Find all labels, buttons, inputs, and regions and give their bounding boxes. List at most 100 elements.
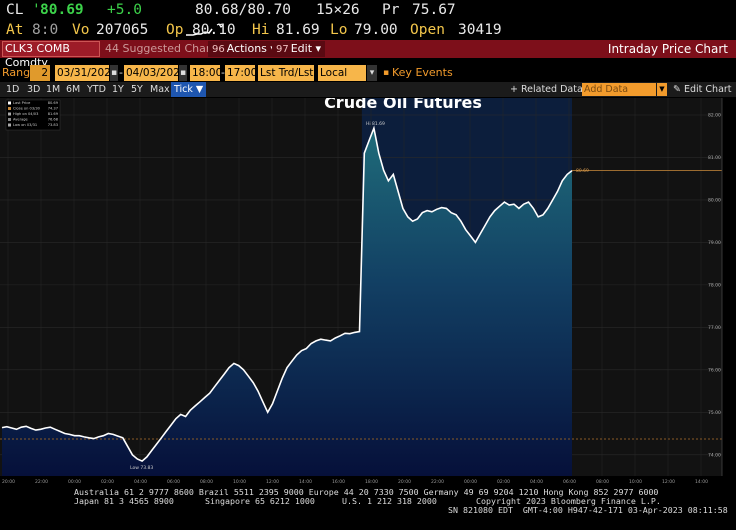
period-bar: 1D 3D 1M 6M YTD 1Y 5Y Max Tick ▼ + Relat… [0, 82, 736, 97]
quote-line-2: At 8:0 Vo 207065 Op 80.10 Hi 81.69 Lo 79… [0, 20, 736, 40]
period-max[interactable]: Max [150, 84, 170, 95]
y-tick-label: 81.00 [708, 155, 721, 161]
x-tick-label: 20:00 [398, 479, 411, 485]
legend-entry: High on 04/03 [13, 112, 38, 116]
x-tick-label: 04:00 [530, 479, 543, 485]
calendar-icon[interactable]: ▪ [179, 65, 187, 81]
x-tick-label: 02:00 [101, 479, 114, 485]
x-tick-label: 20:00 [2, 479, 15, 485]
footer-japan: Japan 81 3 4565 8900 [74, 496, 174, 506]
chevron-down-icon[interactable]: ▼ [657, 83, 667, 96]
footer-contacts: Australia 61 2 9777 8600 Brazil 5511 239… [74, 487, 659, 497]
y-tick-label: 76.00 [708, 367, 721, 373]
high-annotation: Hi 81.69 [366, 121, 385, 127]
x-tick-label: 04:00 [134, 479, 147, 485]
legend-value: 76.68 [48, 118, 59, 122]
period-ytd[interactable]: YTD [87, 84, 106, 95]
actions-label: Actions [226, 42, 267, 55]
start-date-input[interactable]: 03/31/2023 [55, 65, 118, 81]
range-bar: Range 2 03/31/2023 ▪ - 04/03/2023 ▪ 18:0… [2, 65, 453, 95]
price-change: +5.0 [107, 2, 142, 18]
y-tick-label: 77.00 [708, 325, 721, 331]
low-label: Lo [330, 22, 348, 38]
ticker-field[interactable]: CLK3 COMB Comdty [2, 41, 100, 69]
x-tick-label: 08:00 [596, 479, 609, 485]
high-label: Hi [252, 22, 270, 38]
edit-number: 97 [276, 44, 289, 55]
x-tick-label: 06:00 [167, 479, 180, 485]
period-1y[interactable]: 1Y [112, 84, 124, 95]
range-count-input[interactable]: 2 [30, 65, 50, 81]
high-price: 81.69 [276, 22, 320, 38]
x-tick-label: 22:00 [431, 479, 444, 485]
footer-session: SN 821080 EDT GMT-4:00 H947-42-171 03-Ap… [448, 505, 728, 515]
y-tick-label: 79.00 [708, 240, 721, 246]
last-price-annotation: 80.69 [576, 168, 589, 174]
suggested-charts-button[interactable]: 44 Suggested Charts [105, 40, 220, 58]
legend-swatch [8, 107, 11, 110]
legend-entry: Close on 03/30 [13, 107, 41, 111]
chevron-down-icon[interactable]: ▾ [367, 65, 377, 81]
suggested-label: Suggested Charts [122, 42, 221, 55]
price-area [2, 128, 572, 476]
open-label-short: Op [166, 22, 184, 38]
key-events-toggle[interactable]: Key Events [392, 66, 453, 79]
end-time-input[interactable]: 17:00 [225, 65, 258, 81]
y-axis: 74.00 75.00 76.00 77.00 78.00 79.00 80.00 81.00… [708, 98, 723, 476]
period-1m[interactable]: 1M [46, 84, 61, 95]
symbol[interactable]: CL [6, 2, 24, 18]
edit-icon: ✎ [673, 84, 681, 95]
end-date-input[interactable]: 04/03/2023 [124, 65, 187, 81]
bid-ask-size: 15×26 [316, 2, 360, 18]
at-time: 8:0 [32, 22, 59, 38]
period-3d[interactable]: 3D [27, 84, 41, 95]
period-5y[interactable]: 5Y [131, 84, 143, 95]
y-tick-label: 80.00 [708, 197, 721, 203]
y-tick-label: 75.00 [708, 410, 721, 416]
period-tick[interactable]: Tick ▼ [171, 82, 207, 97]
start-time-input[interactable]: 18:00 [190, 65, 223, 81]
low-price: 79.00 [354, 22, 398, 38]
x-tick-label: 14:00 [695, 479, 708, 485]
x-axis: 20:00 22:00 00:00 02:00 04:00 06:00 08:00 10:00… [2, 479, 708, 485]
legend-value: 80.69 [48, 101, 59, 105]
related-data-button[interactable]: + Related Data ▾ [510, 82, 591, 97]
related-data-label: + Related Data [510, 84, 583, 95]
volume: 207065 [96, 22, 149, 38]
bid-ask: 80.68/80.70 [195, 2, 292, 18]
page-title: Intraday Price Chart [607, 42, 728, 56]
prev-close: 75.67 [412, 2, 456, 18]
footer-line-3: SN 821080 EDT GMT-4:00 H947-42-171 03-Ap… [0, 506, 736, 524]
quote-line-1: CL ' 80.69 +5.0 80.68/80.70 15×26 Pr 75.… [0, 0, 736, 36]
open-interest: 30419 [458, 22, 502, 38]
chevron-down-icon: ▾ [315, 42, 322, 55]
period-1d[interactable]: 1D [6, 84, 20, 95]
period-6m[interactable]: 6M [66, 84, 81, 95]
edit-chart-label: Edit Chart [684, 84, 732, 95]
footer-line-2: Japan 81 3 4565 8900 Singapore 65 6212 1… [0, 497, 736, 530]
period-tick-label: Tick [174, 84, 193, 95]
chart-legend: Last Price 80.69 Close on 03/30 74.37 High o… [5, 99, 61, 131]
x-tick-label: 02:00 [497, 479, 510, 485]
add-data-input[interactable]: Add Data [582, 83, 656, 96]
legend-swatch [8, 112, 11, 116]
x-tick-label: 10:00 [629, 479, 642, 485]
x-tick-label: 08:00 [200, 479, 213, 485]
checkbox-icon[interactable]: ▪ [382, 65, 390, 81]
y-tick-label: 78.00 [708, 282, 721, 288]
x-tick-label: 18:00 [365, 479, 378, 485]
x-tick-label: 12:00 [266, 479, 279, 485]
low-annotation: Low 73.83 [130, 465, 153, 471]
prev-label: Pr [382, 2, 400, 18]
x-tick-label: 10:00 [233, 479, 246, 485]
price-line [1, 125, 573, 463]
currency-select[interactable]: Local CCY [318, 65, 366, 95]
edit-button[interactable]: 97 Edit ▾ [272, 41, 326, 57]
price-mode-select[interactable]: Lst Trd/Lst Px [258, 65, 314, 81]
footer-line-1: Australia 61 2 9777 8600 Brazil 5511 239… [0, 488, 736, 506]
calendar-icon[interactable]: ▪ [110, 65, 118, 81]
x-tick-label: 06:00 [563, 479, 576, 485]
legend-entry: Low on 03/31 [13, 123, 37, 127]
edit-chart-button[interactable]: ✎ Edit Chart [673, 82, 732, 97]
